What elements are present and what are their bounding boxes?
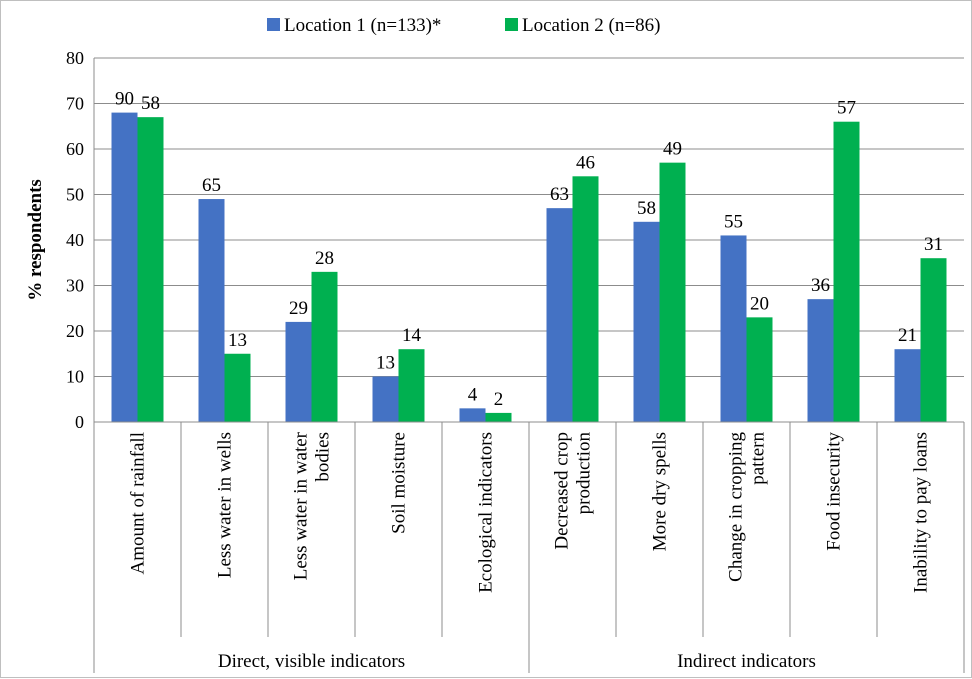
data-label: 2 (494, 389, 504, 410)
bar (920, 258, 947, 422)
x-tick-label: Food insecurity (824, 432, 845, 551)
group-label: Indirect indicators (677, 651, 816, 672)
bar (311, 271, 338, 422)
legend-label: Location 2 (n=86) (522, 15, 660, 36)
data-label: 20 (750, 293, 769, 314)
bar (485, 412, 512, 422)
data-label: 90 (115, 89, 134, 110)
y-tick-label: 60 (66, 139, 84, 159)
data-label: 65 (202, 175, 221, 196)
bar (372, 376, 399, 422)
y-tick-label: 70 (66, 94, 84, 114)
y-tick-label: 80 (66, 48, 84, 68)
data-label: 21 (898, 325, 917, 346)
data-label: 55 (724, 211, 743, 232)
y-tick-label: 20 (66, 321, 84, 341)
bar (224, 353, 251, 422)
x-tick-label: Inability to pay loans (911, 432, 932, 593)
bar (198, 199, 225, 422)
bar (633, 221, 660, 422)
x-tick-label: Less water in wells (215, 432, 236, 578)
legend-label: Location 1 (n=133)* (284, 15, 441, 36)
data-label: 36 (811, 275, 830, 296)
data-label: 58 (141, 93, 160, 114)
x-tick-label: Change in croppingpattern (726, 432, 769, 582)
x-tick-label: Decreased cropproduction (552, 432, 595, 550)
bar (833, 121, 860, 422)
bar (720, 235, 747, 422)
bar (659, 162, 686, 422)
x-tick-label: Less water in waterbodies (291, 431, 334, 580)
data-label: 31 (924, 234, 943, 255)
data-label: 14 (402, 325, 422, 346)
data-label: 4 (468, 384, 478, 405)
y-tick-label: 40 (66, 230, 84, 250)
y-tick-label: 50 (66, 185, 84, 205)
data-label: 13 (376, 353, 395, 374)
group-label: Direct, visible indicators (218, 651, 405, 672)
bar (285, 321, 312, 422)
bar (546, 208, 573, 422)
data-label: 46 (576, 152, 595, 173)
data-label: 28 (315, 248, 334, 269)
data-label: 57 (837, 98, 856, 119)
bar (111, 112, 138, 422)
data-label: 29 (289, 298, 308, 319)
x-tick-label: Amount of rainfall (128, 432, 149, 574)
legend-swatch (505, 18, 518, 31)
data-label: 63 (550, 184, 569, 205)
x-tick-label: Ecological indicators (476, 432, 497, 593)
bar (398, 349, 425, 422)
x-tick-label: Soil moisture (389, 432, 410, 534)
y-tick-label: 10 (66, 367, 84, 387)
bar (459, 408, 486, 422)
bar (807, 299, 834, 422)
data-label: 49 (663, 139, 682, 160)
bar (137, 117, 164, 423)
data-label: 58 (637, 198, 656, 219)
legend-swatch (267, 18, 280, 31)
y-tick-label: 0 (75, 412, 84, 432)
bar (572, 176, 599, 422)
bar (894, 349, 921, 422)
data-label: 13 (228, 330, 247, 351)
y-tick-label: 30 (66, 276, 84, 296)
x-tick-label: More dry spells (650, 432, 671, 551)
y-axis-title: % respondents (25, 179, 46, 301)
bar (746, 317, 773, 422)
